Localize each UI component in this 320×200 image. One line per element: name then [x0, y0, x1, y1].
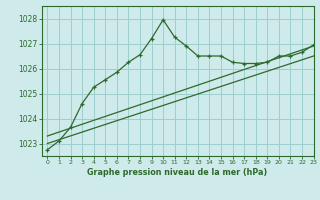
X-axis label: Graphe pression niveau de la mer (hPa): Graphe pression niveau de la mer (hPa) — [87, 168, 268, 177]
